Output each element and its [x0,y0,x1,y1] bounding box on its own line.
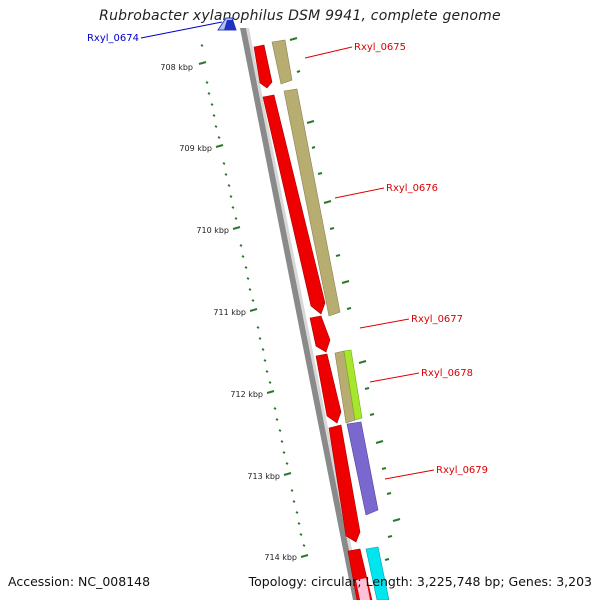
function-bar-rxyl-0675 [271,39,293,85]
leader-rxyl-0677 [359,318,410,329]
leader-rxyl-0674 [140,21,223,39]
function-bar-rxyl-0678b [343,349,363,421]
genome-backbone [240,28,359,600]
leader-rxyl-0676 [334,187,385,199]
function-bar-rxyl-0679 [346,421,379,516]
accession-text: Accession: NC_008148 [8,574,151,589]
scale-label-714: 714 kbp [264,553,297,562]
gene-rxyl-0674-cds[interactable] [224,20,236,30]
cds-arrow-rxyl-0677[interactable] [309,315,331,353]
scale-label-713: 713 kbp [247,472,280,481]
scale-label-709: 709 kbp [179,144,212,153]
leader-rxyl-0675 [304,46,353,59]
scale-label-708: 708 kbp [160,63,193,72]
function-bar-next-pink [356,578,370,600]
scale-label-711: 711 kbp [213,308,246,317]
scale-label-712: 712 kbp [230,390,263,399]
gene-label-rxyl-0679[interactable]: Rxyl_0679 [436,465,488,476]
genome-backbone-highlight [246,28,362,600]
cds-arrow-rxyl-0676[interactable] [262,94,326,315]
gene-label-rxyl-0677[interactable]: Rxyl_0677 [411,314,463,325]
gene-label-rxyl-0676[interactable]: Rxyl_0676 [386,183,438,194]
cds-arrow-rxyl-0675[interactable] [253,44,273,89]
cds-arrow-rxyl-0679[interactable] [328,424,361,543]
cds-arrow-rxyl-0678[interactable] [315,353,342,424]
topology-text: Topology: circular; Length: 3,225,748 bp… [248,574,592,589]
gene-label-rxyl-0675[interactable]: Rxyl_0675 [354,42,406,53]
scale-dots [200,44,306,547]
function-bar-next-cyan [365,546,390,600]
map-title: Rubrobacter xylanophilus DSM 9941, compl… [99,8,501,24]
gene-label-rxyl-0674[interactable]: Rxyl_0674 [87,33,139,44]
scale-major-ticks [198,61,309,558]
scale-right-ticks [289,37,401,561]
function-bar-rxyl-0676 [283,88,341,317]
gene-label-rxyl-0678[interactable]: Rxyl_0678 [421,368,473,379]
leader-rxyl-0678 [369,372,420,383]
leader-rxyl-0679 [384,469,435,480]
scale-label-710: 710 kbp [196,226,229,235]
